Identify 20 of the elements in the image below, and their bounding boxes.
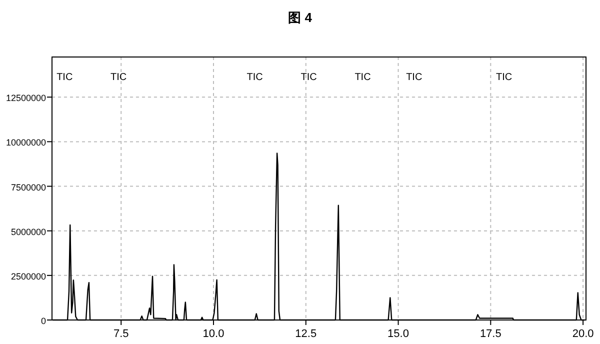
x-tick-label: 17.5 bbox=[480, 328, 502, 340]
y-tick-label: 5000000 bbox=[10, 226, 46, 237]
annotation: TIC bbox=[56, 72, 73, 83]
x-tick-label: 20.0 bbox=[572, 328, 594, 340]
chart-title: 图 4 bbox=[288, 10, 313, 25]
x-tick-label: 12.5 bbox=[295, 328, 317, 340]
annotation: TIC bbox=[110, 72, 127, 83]
y-tick-label: 0 bbox=[40, 316, 46, 326]
annotation: TIC bbox=[246, 72, 263, 83]
annotation: TIC bbox=[300, 72, 317, 83]
annotation: TIC bbox=[354, 72, 371, 83]
x-tick-label: 7.5 bbox=[113, 328, 129, 340]
y-tick-label: 12500000 bbox=[6, 93, 46, 104]
x-tick-label: 15.0 bbox=[388, 328, 409, 340]
y-tick-label: 7500000 bbox=[10, 182, 46, 192]
annotation: TIC bbox=[406, 72, 422, 83]
y-tick-label: 10000000 bbox=[6, 138, 46, 148]
annotation: TIC bbox=[496, 72, 512, 83]
x-tick-label: 10.0 bbox=[202, 328, 224, 340]
y-tick-label: 2500000 bbox=[10, 271, 46, 282]
